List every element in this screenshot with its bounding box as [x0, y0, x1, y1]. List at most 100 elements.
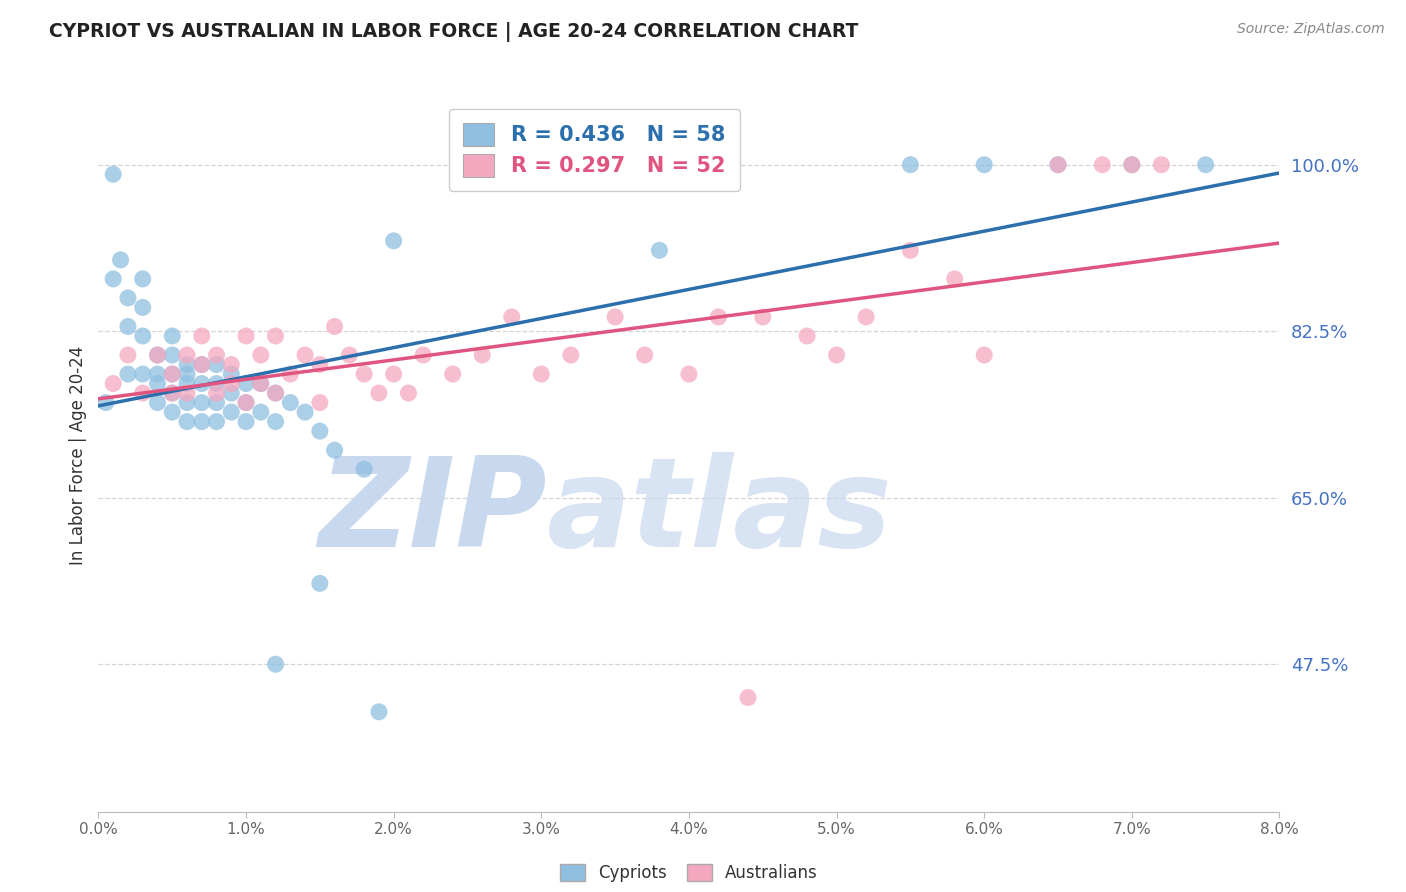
Point: [219, 386, 242, 401]
Point: [308, 395, 332, 409]
Point: [264, 657, 287, 672]
Point: [367, 705, 389, 719]
Point: [162, 405, 183, 419]
Point: [205, 348, 228, 362]
Legend: Cypriots, Australians: Cypriots, Australians: [553, 857, 825, 889]
Point: [176, 415, 198, 429]
Text: ZIP: ZIP: [319, 451, 547, 573]
Point: [205, 376, 228, 391]
Point: [308, 358, 332, 372]
Text: Source: ZipAtlas.com: Source: ZipAtlas.com: [1237, 22, 1385, 37]
Point: [176, 386, 198, 401]
Point: [146, 348, 169, 362]
Point: [648, 244, 671, 258]
Point: [796, 329, 818, 343]
Point: [1091, 158, 1114, 172]
Point: [337, 348, 360, 362]
Point: [235, 395, 257, 409]
Point: [751, 310, 773, 324]
Point: [235, 415, 257, 429]
Point: [191, 358, 214, 372]
Point: [117, 367, 139, 381]
Point: [205, 386, 228, 401]
Point: [219, 405, 242, 419]
Point: [973, 158, 995, 172]
Point: [132, 367, 155, 381]
Point: [132, 386, 155, 401]
Point: [294, 405, 316, 419]
Point: [1121, 158, 1143, 172]
Point: [943, 272, 966, 286]
Point: [162, 367, 183, 381]
Point: [323, 319, 346, 334]
Point: [191, 329, 214, 343]
Point: [146, 348, 169, 362]
Point: [117, 319, 139, 334]
Point: [146, 367, 169, 381]
Point: [1150, 158, 1173, 172]
Point: [278, 367, 302, 381]
Point: [605, 310, 627, 324]
Point: [1121, 158, 1143, 172]
Point: [396, 386, 419, 401]
Point: [250, 376, 273, 391]
Point: [471, 348, 494, 362]
Point: [264, 386, 287, 401]
Text: CYPRIOT VS AUSTRALIAN IN LABOR FORCE | AGE 20-24 CORRELATION CHART: CYPRIOT VS AUSTRALIAN IN LABOR FORCE | A…: [49, 22, 859, 42]
Point: [117, 291, 139, 305]
Point: [530, 367, 553, 381]
Point: [191, 376, 214, 391]
Point: [382, 234, 405, 248]
Point: [900, 158, 922, 172]
Point: [219, 367, 242, 381]
Point: [205, 395, 228, 409]
Y-axis label: In Labor Force | Age 20-24: In Labor Force | Age 20-24: [69, 345, 87, 565]
Point: [132, 272, 155, 286]
Point: [353, 462, 375, 476]
Point: [162, 329, 183, 343]
Point: [1194, 158, 1216, 172]
Point: [382, 367, 405, 381]
Point: [900, 244, 922, 258]
Point: [278, 395, 302, 409]
Point: [110, 252, 132, 267]
Point: [1046, 158, 1069, 172]
Point: [855, 310, 877, 324]
Point: [250, 405, 273, 419]
Point: [235, 329, 257, 343]
Point: [353, 367, 375, 381]
Point: [250, 348, 273, 362]
Point: [176, 376, 198, 391]
Point: [264, 386, 287, 401]
Point: [176, 367, 198, 381]
Point: [235, 395, 257, 409]
Point: [250, 376, 273, 391]
Point: [707, 310, 730, 324]
Point: [94, 395, 117, 409]
Point: [235, 376, 257, 391]
Point: [103, 167, 125, 181]
Point: [132, 301, 155, 315]
Point: [191, 395, 214, 409]
Point: [162, 348, 183, 362]
Point: [176, 395, 198, 409]
Point: [205, 415, 228, 429]
Point: [308, 424, 332, 438]
Point: [678, 367, 700, 381]
Point: [132, 329, 155, 343]
Point: [501, 310, 523, 324]
Point: [191, 415, 214, 429]
Point: [103, 272, 125, 286]
Point: [146, 376, 169, 391]
Point: [560, 348, 582, 362]
Point: [441, 367, 464, 381]
Point: [973, 348, 995, 362]
Point: [308, 576, 332, 591]
Point: [219, 358, 242, 372]
Point: [146, 395, 169, 409]
Point: [825, 348, 848, 362]
Point: [219, 376, 242, 391]
Point: [264, 329, 287, 343]
Point: [117, 348, 139, 362]
Point: [191, 358, 214, 372]
